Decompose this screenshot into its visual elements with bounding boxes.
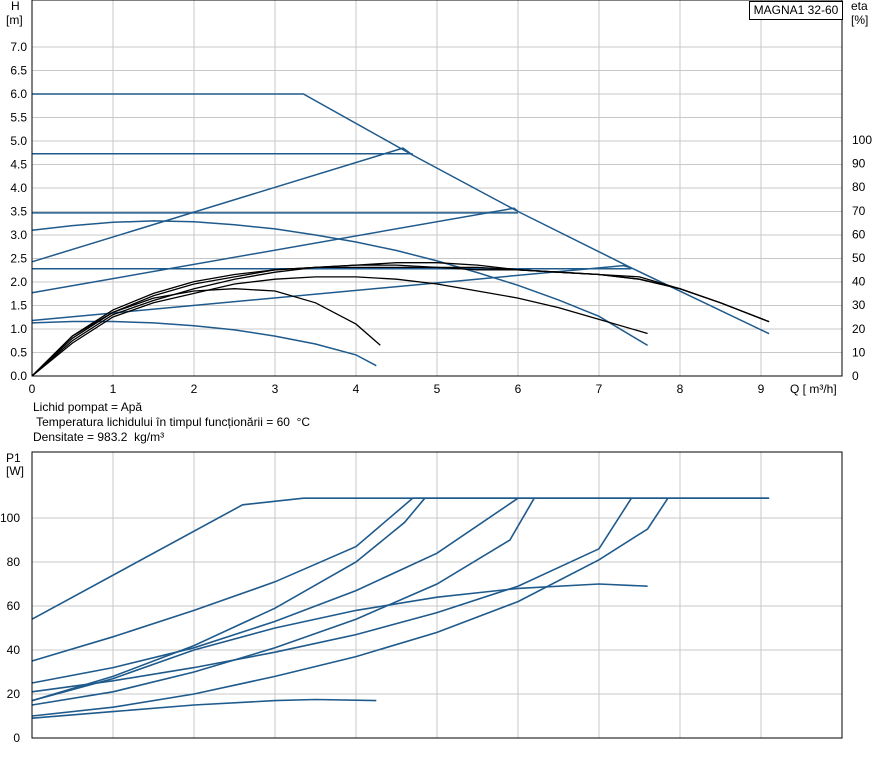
qh-y-tick-label: 3.0: [10, 228, 27, 242]
eta-tick-label: 40: [852, 275, 866, 289]
eta-axis-label: eta: [851, 0, 868, 13]
eta-axis-unit: [%]: [851, 13, 868, 27]
qh-y-tick-label: 6.0: [10, 87, 27, 101]
qh-y-tick-label: 3.5: [10, 205, 27, 219]
head-curve: [31, 320, 377, 367]
eta-tick-label: 60: [852, 227, 866, 241]
qh-x-tick-label: 2: [191, 382, 198, 396]
power-curve: [31, 497, 426, 702]
head-curve: [32, 93, 770, 335]
eta-tick-label: 90: [852, 157, 866, 171]
qh-y-tick-label: 4.0: [10, 181, 27, 195]
power-tick-labels: 0 20 40 60 80 100: [0, 511, 20, 745]
efficiency-curve: [31, 288, 381, 377]
eta-tick-label: 70: [852, 204, 866, 218]
liquid-info: Lichid pompat = Apă: [33, 400, 143, 414]
eta-tick-label: 0: [852, 369, 859, 383]
qh-y-tick-label: 0.5: [10, 346, 27, 360]
temperature-info: Temperatura lichidului în timpul funcțio…: [33, 415, 311, 429]
qh-y-axis-label: H: [11, 0, 20, 13]
qh-x-tick-label: 1: [110, 382, 117, 396]
efficiency-curve: [31, 262, 770, 377]
eta-tick-label: 80: [852, 180, 866, 194]
qh-y-tick-label: 4.5: [10, 158, 27, 172]
qh-y-tick-label: 2.0: [10, 275, 27, 289]
power-curve: [31, 583, 648, 702]
head-curve: [31, 147, 414, 263]
qh-y-tick-label: 2.5: [10, 252, 27, 266]
power-y-axis-unit: [W]: [6, 464, 24, 478]
eta-tick-label: 10: [852, 345, 866, 359]
efficiency-curve: [31, 264, 770, 377]
power-y-axis-label: P1: [6, 451, 21, 465]
power-curve: [31, 698, 377, 719]
qh-y-tick-label: 7.0: [10, 40, 27, 54]
power-plot-frame: [31, 451, 843, 739]
qh-plot-frame: [31, 0, 843, 377]
power-y-tick-label: 60: [7, 599, 21, 613]
qh-y-tick-label: 0.0: [10, 369, 27, 383]
qh-x-tick-label: 7: [596, 382, 603, 396]
power-y-tick-label: 80: [7, 555, 21, 569]
qh-y-tick-label: 1.5: [10, 299, 27, 313]
power-y-tick-label: 100: [0, 511, 20, 525]
eta-tick-label: 20: [852, 322, 866, 336]
qh-x-tick-label: 3: [272, 382, 279, 396]
efficiency-curve: [31, 276, 648, 377]
power-curve: [31, 497, 669, 717]
power-curve: [31, 497, 535, 706]
qh-x-tick-label: 5: [434, 382, 441, 396]
qh-y-tick-label: 5.5: [10, 111, 27, 125]
qh-x-tick-label: 9: [758, 382, 765, 396]
qh-y-axis-unit: [m]: [6, 13, 23, 27]
qh-curves: [31, 93, 770, 377]
qh-tick-labels: 0.0 0.5 1.0 1.5 2.0 2.5 3.0 3.5 4.0 4.5 5.0 5.5 6.0 6…: [10, 40, 872, 396]
head-curve: [31, 207, 519, 294]
power-curve: [31, 497, 633, 693]
qh-x-tick-label: 6: [515, 382, 522, 396]
q-axis-label: Q [ m³/h]: [790, 382, 837, 396]
eta-tick-label: 100: [852, 133, 872, 147]
power-y-tick-label: 0: [13, 731, 20, 745]
eta-tick-label: 30: [852, 298, 866, 312]
qh-grid: [32, 0, 842, 376]
head-curve: [31, 264, 632, 322]
pump-model-label: MAGNA1 32-60: [749, 1, 843, 20]
qh-x-tick-label: 0: [29, 382, 36, 396]
density-info: Densitate = 983.2 kg/m³: [33, 430, 165, 444]
eta-tick-label: 50: [852, 251, 866, 265]
power-y-tick-label: 20: [7, 687, 21, 701]
power-curves: [31, 497, 770, 719]
power-grid: [32, 452, 842, 738]
head-curve: [31, 220, 648, 347]
qh-x-tick-label: 4: [353, 382, 360, 396]
power-y-tick-label: 40: [7, 643, 21, 657]
power-curve: [31, 497, 770, 620]
power-curve: [31, 497, 519, 684]
qh-y-tick-label: 1.0: [10, 322, 27, 336]
qh-x-tick-label: 8: [677, 382, 684, 396]
qh-y-tick-label: 6.5: [10, 64, 27, 78]
power-curve: [31, 497, 770, 662]
qh-y-tick-label: 5.0: [10, 134, 27, 148]
